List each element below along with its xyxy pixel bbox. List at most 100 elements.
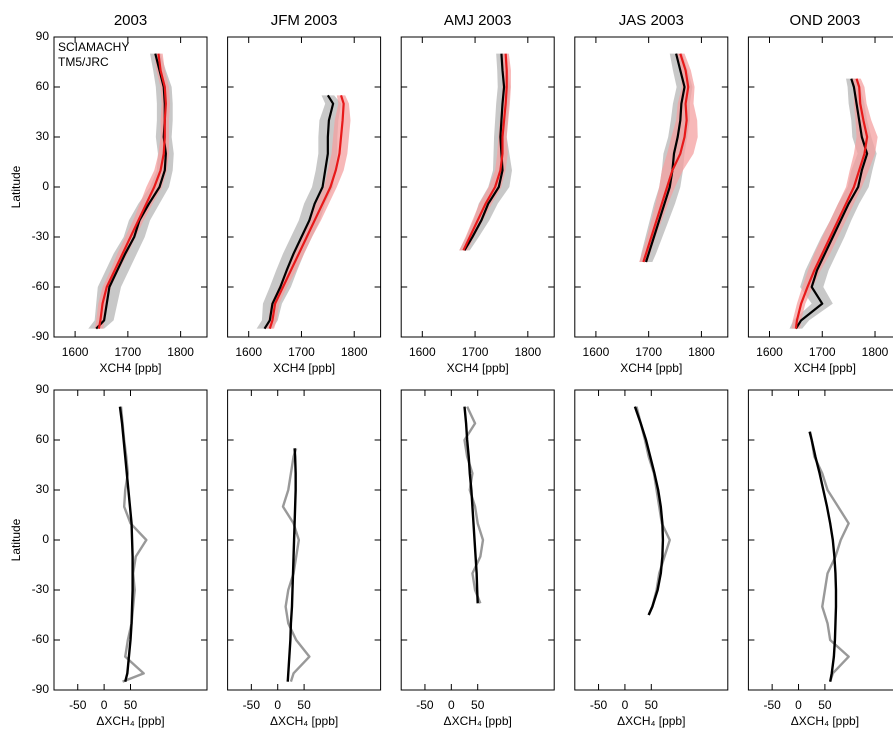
x-tick-label: 1800 bbox=[862, 345, 889, 359]
y-tick-label: 60 bbox=[36, 79, 50, 93]
panel-title: AMJ 2003 bbox=[444, 12, 512, 29]
profile-line bbox=[263, 94, 335, 330]
plot-area bbox=[574, 390, 728, 690]
profile-line bbox=[633, 406, 665, 616]
x-tick-label: 0 bbox=[622, 698, 629, 712]
x-axis-label: ΔXCH₄ [ppb] bbox=[617, 714, 685, 728]
profile-line bbox=[463, 406, 485, 604]
plot-area bbox=[748, 390, 893, 690]
panel: 1600 1700 1800 OND 2003 XCH4 [ppb] bbox=[747, 12, 893, 375]
y-tick-label: -30 bbox=[32, 229, 50, 243]
panel: 1600 1700 1800 JFM 2003 XCH4 [ppb] bbox=[227, 12, 382, 375]
y-tick-label: 30 bbox=[36, 482, 50, 496]
x-tick-label: -50 bbox=[763, 698, 781, 712]
x-axis-label: XCH4 [ppb] bbox=[794, 361, 856, 375]
x-tick-label: -50 bbox=[69, 698, 87, 712]
x-axis-label: XCH4 [ppb] bbox=[99, 361, 161, 375]
plot-area bbox=[574, 37, 728, 337]
profile-line bbox=[644, 53, 686, 263]
x-tick-label: 0 bbox=[448, 698, 455, 712]
y-axis-label: Latitude bbox=[9, 165, 23, 208]
x-tick-label: -50 bbox=[416, 698, 434, 712]
x-tick-label: 1700 bbox=[462, 345, 489, 359]
profile-line bbox=[268, 95, 345, 329]
y-axis-label: Latitude bbox=[9, 518, 23, 561]
x-tick-label: 1800 bbox=[341, 345, 368, 359]
x-tick-label: -50 bbox=[243, 698, 261, 712]
profile-line bbox=[281, 447, 311, 683]
x-tick-label: 1800 bbox=[167, 345, 194, 359]
spread-band bbox=[256, 95, 342, 329]
x-tick-label: 1600 bbox=[583, 345, 610, 359]
panel: -50 0 50 ΔXCH₄ [ppb] bbox=[400, 389, 555, 728]
x-tick-label: 50 bbox=[297, 698, 311, 712]
plot-area bbox=[401, 37, 555, 337]
plot-area bbox=[227, 390, 381, 690]
panel: 1600 1700 1800 -90 -60 -30 0 30 60 90 2003 XCH4 [pp… bbox=[9, 12, 208, 375]
panel: -50 0 50 ΔXCH₄ [ppb] bbox=[227, 389, 382, 728]
x-tick-label: 1800 bbox=[688, 345, 715, 359]
spread-band bbox=[639, 53, 698, 262]
x-tick-label: 0 bbox=[101, 698, 108, 712]
y-tick-label: 60 bbox=[36, 432, 50, 446]
y-tick-label: 90 bbox=[36, 29, 50, 43]
panel-title: OND 2003 bbox=[789, 12, 860, 29]
x-tick-label: 1800 bbox=[514, 345, 541, 359]
profile-line bbox=[462, 53, 508, 251]
plot-area bbox=[401, 390, 555, 690]
x-tick-label: 1600 bbox=[235, 345, 262, 359]
x-tick-label: -50 bbox=[590, 698, 608, 712]
x-tick-label: 1600 bbox=[62, 345, 89, 359]
panel-title: 2003 bbox=[114, 12, 147, 29]
spread-band bbox=[459, 53, 512, 251]
x-tick-label: 1600 bbox=[756, 345, 783, 359]
panel: 1600 1700 1800 AMJ 2003 XCH4 [ppb] bbox=[400, 12, 555, 375]
y-tick-label: -30 bbox=[32, 582, 50, 596]
x-tick-label: 0 bbox=[274, 698, 281, 712]
x-tick-label: 1700 bbox=[115, 345, 142, 359]
x-tick-label: 1600 bbox=[409, 345, 436, 359]
y-tick-label: 30 bbox=[36, 129, 50, 143]
plot-area bbox=[54, 37, 207, 337]
x-tick-label: 50 bbox=[645, 698, 659, 712]
y-tick-label: 0 bbox=[42, 532, 49, 546]
y-tick-label: -60 bbox=[32, 632, 50, 646]
x-tick-label: 1700 bbox=[809, 345, 836, 359]
spread-band bbox=[791, 78, 878, 329]
y-tick-label: 90 bbox=[36, 382, 50, 396]
panel-title: JAS 2003 bbox=[619, 12, 684, 29]
plot-area bbox=[227, 37, 381, 337]
profile-line bbox=[118, 406, 134, 682]
profile-line bbox=[463, 406, 479, 604]
panel: -50 0 50 ΔXCH₄ [ppb] bbox=[574, 389, 729, 728]
profile-line bbox=[97, 53, 167, 329]
y-tick-label: 0 bbox=[42, 179, 49, 193]
y-tick-label: -90 bbox=[32, 329, 50, 343]
panel: -50 0 50 -90 -60 -30 0 30 60 90 ΔXCH₄ [ppb] Latitud… bbox=[9, 382, 208, 728]
profile-line bbox=[794, 78, 869, 330]
x-axis-label: ΔXCH₄ [ppb] bbox=[270, 714, 338, 728]
x-tick-label: 0 bbox=[795, 698, 802, 712]
profile-line bbox=[642, 53, 690, 263]
x-axis-label: XCH4 [ppb] bbox=[620, 361, 682, 375]
x-axis-label: XCH4 [ppb] bbox=[273, 361, 335, 375]
x-axis-label: ΔXCH₄ [ppb] bbox=[96, 714, 164, 728]
panel: 1600 1700 1800 JAS 2003 XCH4 [ppb] bbox=[574, 12, 729, 375]
legend-entry: SCIAMACHY bbox=[58, 40, 129, 54]
x-tick-label: 50 bbox=[471, 698, 485, 712]
x-tick-label: 1700 bbox=[635, 345, 662, 359]
x-axis-label: ΔXCH₄ [ppb] bbox=[444, 714, 512, 728]
legend-entry: TM5/JRC bbox=[58, 55, 109, 69]
profile-line bbox=[286, 448, 297, 682]
x-tick-label: 50 bbox=[124, 698, 138, 712]
profile-line bbox=[808, 431, 838, 682]
profile-line bbox=[794, 78, 869, 329]
x-axis-label: XCH4 [ppb] bbox=[447, 361, 509, 375]
y-tick-label: -90 bbox=[32, 682, 50, 696]
x-axis-label: ΔXCH₄ [ppb] bbox=[791, 714, 859, 728]
panel: -50 0 50 ΔXCH₄ [ppb] bbox=[747, 389, 893, 728]
y-tick-label: -60 bbox=[32, 279, 50, 293]
x-tick-label: 1700 bbox=[288, 345, 315, 359]
